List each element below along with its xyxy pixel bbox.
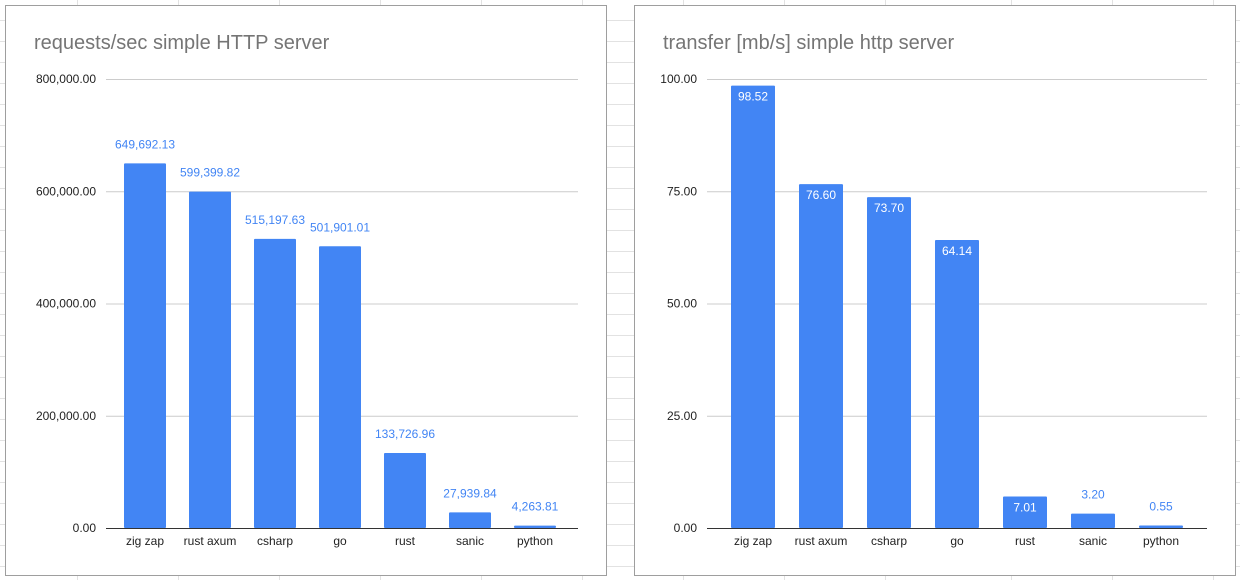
data-label: 64.14 [942,244,972,258]
bar-sanic [449,512,491,528]
data-label: 27,939.84 [443,486,497,500]
x-tick-label: zig zap [734,534,772,548]
y-tick-label: 200,000.00 [36,409,96,423]
y-tick-label: 400,000.00 [36,297,96,311]
x-tick-label: go [950,534,964,548]
data-label: 4,263.81 [512,500,559,514]
y-tick-label: 25.00 [667,409,697,423]
x-tick-label: csharp [871,534,907,548]
data-label: 98.52 [738,90,768,104]
bar-go [935,240,979,528]
transfer-plot: 0.00 25.00 50.00 75.00 100.00 zig zap 98.52 rus… [660,72,1207,548]
x-tick-label: python [1143,534,1179,548]
bar-csharp [867,197,911,528]
y-tick-label: 0.00 [674,521,698,535]
x-tick-label: rust [395,534,416,548]
bar-rust [1003,496,1047,528]
data-label: 515,197.63 [245,213,305,227]
x-tick-label: rust axum [795,534,848,548]
y-tick-label: 0.00 [73,521,97,535]
x-tick-label: rust axum [184,534,237,548]
y-tick-label: 800,000.00 [36,72,96,86]
data-label: 599,399.82 [180,166,240,180]
chart-title: requests/sec simple HTTP server [34,32,330,54]
x-tick-label: zig zap [126,534,164,548]
y-tick-label: 50.00 [667,297,697,311]
data-label: 0.55 [1149,500,1173,514]
y-tick-label: 75.00 [667,184,697,198]
data-label: 3.20 [1081,488,1105,502]
y-tick-label: 600,000.00 [36,184,96,198]
x-tick-label: go [333,534,347,548]
y-tick-label: 100.00 [660,72,697,86]
chart-title: transfer [mb/s] simple http server [663,32,955,54]
data-label: 7.01 [1013,501,1037,515]
bar-sanic [1071,513,1115,528]
x-tick-label: sanic [1079,534,1107,548]
bar-zig-zap [124,163,166,528]
transfer-chart[interactable]: transfer [mb/s] simple http server 0.00 2… [634,5,1236,576]
x-tick-label: csharp [257,534,293,548]
requests-plot: 0.00 200,000.00 400,000.00 600,000.00 800,00… [36,72,578,548]
x-tick-label: rust [1015,534,1036,548]
data-label: 76.60 [806,188,836,202]
data-label: 501,901.01 [310,220,370,234]
bar-rust-axum [799,184,843,529]
bar-rust [384,452,426,528]
x-tick-label: sanic [456,534,484,548]
x-tick-label: python [517,534,553,548]
data-label: 73.70 [874,201,904,215]
bar-go [319,246,361,529]
requests-chart[interactable]: requests/sec simple HTTP server 0.00 200,… [5,5,607,576]
data-label: 649,692.13 [115,137,175,151]
bar-python [514,525,556,528]
bar-rust-axum [189,191,231,528]
bar-python [1139,525,1183,528]
data-label: 133,726.96 [375,427,435,441]
bar-zig-zap [731,85,775,528]
bar-csharp [254,238,296,528]
